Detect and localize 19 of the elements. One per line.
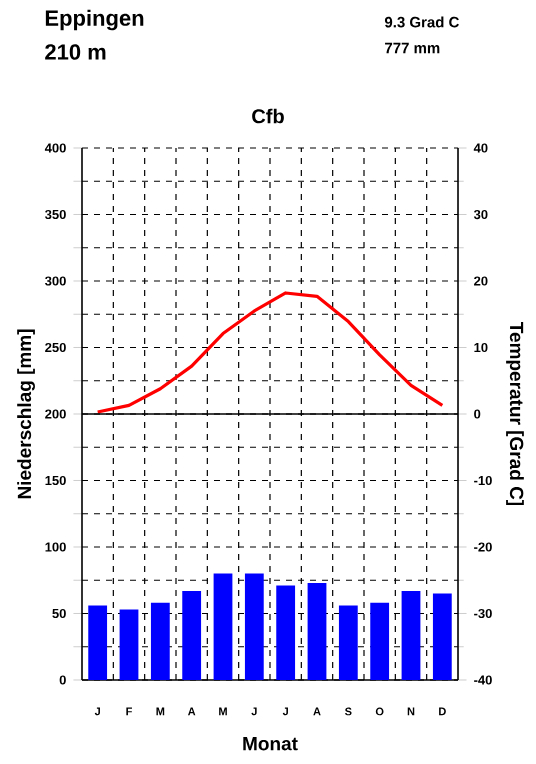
text: Eppingen	[45, 9, 144, 31]
bar	[182, 590, 202, 680]
bar	[307, 582, 327, 680]
text: 210 m	[45, 44, 106, 60]
bar	[213, 573, 233, 680]
bar	[88, 605, 108, 680]
bar	[401, 590, 421, 680]
y-axis-title: Niederschlag [mm]	[17, 329, 35, 499]
x-axis-title: Monat	[243, 737, 298, 751]
bar	[244, 573, 264, 680]
y2-axis-title: Temperatur [Grad C]	[506, 322, 524, 506]
bar	[276, 585, 296, 680]
bar	[150, 602, 170, 680]
bar	[338, 605, 358, 680]
line-series	[96, 291, 444, 414]
chart-title: Cfb	[252, 108, 284, 124]
bar	[119, 609, 139, 680]
bar	[370, 602, 390, 680]
bar	[432, 593, 452, 680]
